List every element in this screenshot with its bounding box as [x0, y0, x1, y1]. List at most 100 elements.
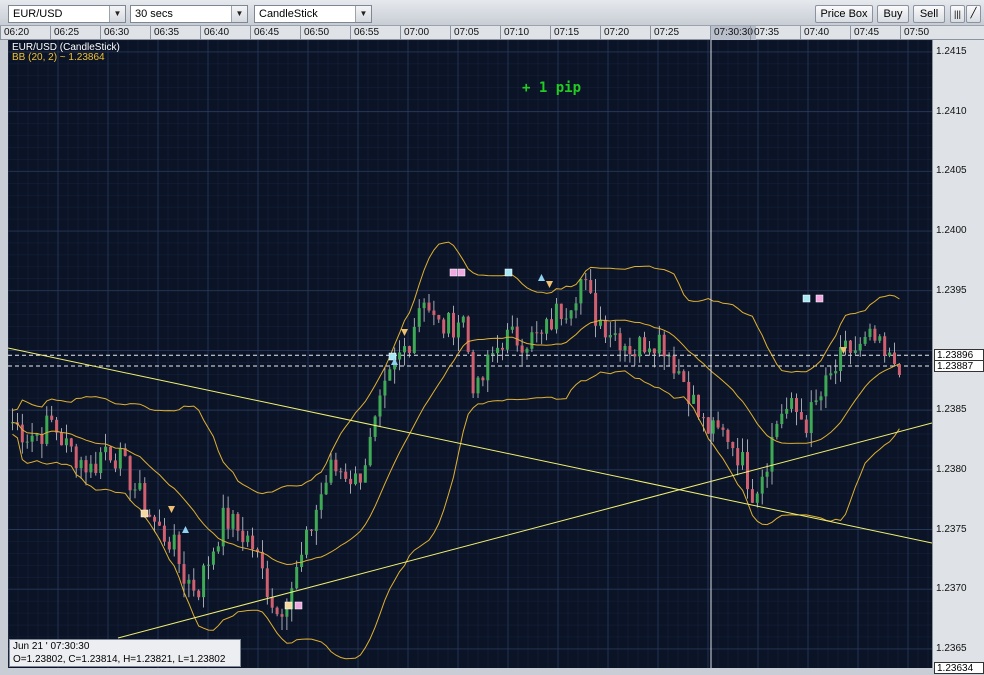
time-tick-label: 06:30 [100, 26, 150, 40]
candle-down [726, 429, 730, 442]
candle-up [300, 554, 304, 567]
sell-button[interactable]: Sell [913, 5, 945, 23]
candle-down [750, 489, 754, 503]
price-tick-label: 1.2400 [936, 225, 967, 237]
candle-down [515, 326, 519, 346]
bid-price-tag: 1.23887 [934, 359, 984, 372]
candle-up [79, 460, 83, 469]
candle-up [545, 319, 549, 334]
candle-down [804, 419, 808, 433]
candle-down [501, 347, 504, 350]
price-axis: 1.2415 1.2410 1.2405 1.2400 1.2395 1.2385 1.23… [932, 40, 984, 674]
candle-down [706, 417, 710, 434]
candle-down [672, 355, 676, 374]
candle-up [221, 507, 225, 547]
candle-down [481, 377, 485, 381]
candle-up [853, 350, 857, 353]
candle-up [510, 326, 514, 330]
candle-up [496, 347, 500, 354]
candle-up [363, 465, 367, 483]
price-box-button[interactable]: Price Box [815, 5, 873, 23]
toolbar: EUR/USD ▼ 30 secs ▼ CandleStick ▼ Price … [0, 0, 984, 26]
candle-down [897, 364, 901, 376]
symbol-select[interactable]: EUR/USD ▼ [8, 5, 126, 23]
candle-down [344, 471, 348, 479]
candle-down [50, 415, 54, 420]
candle-up [760, 476, 764, 494]
candle-up [569, 310, 573, 319]
time-tick-label: 07:00 [400, 26, 450, 40]
candle-up [868, 328, 872, 337]
bollinger-middle-band [12, 319, 900, 566]
candle-up [486, 354, 490, 381]
candle-up [456, 322, 460, 338]
trade-marker [284, 601, 293, 610]
sell-arrow-marker [840, 347, 847, 354]
candle-up [138, 483, 142, 490]
candle-down [192, 579, 196, 591]
candle-down [251, 535, 255, 550]
candle-down [109, 446, 112, 461]
trade-marker [457, 268, 466, 277]
candle-down [466, 316, 470, 352]
candle-down [177, 534, 181, 565]
trade-marker [802, 294, 811, 303]
pencil-icon[interactable]: ╱ [966, 5, 981, 23]
candle-down [275, 607, 279, 615]
candle-down [559, 303, 563, 320]
time-tick-label: 06:20 [0, 26, 50, 40]
candle-down [633, 354, 637, 357]
candle-up [844, 340, 847, 348]
candle-up [839, 347, 843, 372]
time-tick-label: 07:05 [450, 26, 500, 40]
buy-arrow-marker [538, 274, 545, 281]
time-tick-label: 07:25 [650, 26, 700, 40]
candle-up [785, 408, 789, 414]
symbol-value: EUR/USD [13, 8, 63, 20]
price-tick-label: 1.2375 [936, 523, 967, 535]
time-tick-label: 07:10 [500, 26, 550, 40]
candle-down [618, 333, 622, 351]
pip-annotation: + 1 pip [522, 80, 582, 96]
candle-down [427, 302, 431, 311]
candle-up [99, 452, 103, 474]
candle-up [888, 352, 892, 356]
candle-up [564, 318, 568, 320]
candle-down [241, 530, 245, 543]
price-tick-label: 1.2380 [936, 463, 967, 475]
candle-up [657, 334, 661, 354]
price-tick-label: 1.2405 [936, 165, 967, 177]
chevron-down-icon[interactable]: ▼ [109, 6, 125, 22]
candle-down [628, 346, 632, 355]
candle-down [226, 507, 230, 529]
candle-down [746, 452, 749, 490]
chart-type-select[interactable]: CandleStick ▼ [254, 5, 372, 23]
candle-down [442, 319, 446, 334]
buy-button[interactable]: Buy [877, 5, 909, 23]
info-date: Jun 21 ' 07:30:30 [13, 641, 90, 652]
chart-plot-area[interactable] [8, 40, 932, 668]
trade-marker [449, 268, 458, 277]
candle-down [731, 441, 735, 449]
candle-up [878, 336, 882, 341]
chevron-down-icon[interactable]: ▼ [355, 6, 371, 22]
trend-line-up [117, 422, 932, 639]
candle-up [834, 371, 838, 374]
candle-down [20, 424, 24, 443]
buy-arrow-marker [182, 526, 189, 533]
bar-chart-icon[interactable]: ||| [950, 5, 965, 23]
sell-arrow-marker [401, 329, 408, 336]
candle-up [790, 397, 794, 409]
candle-down [594, 292, 598, 326]
price-tick-label: 1.2365 [936, 642, 967, 654]
candle-up [491, 353, 495, 355]
interval-select[interactable]: 30 secs ▼ [130, 5, 248, 23]
candlestick-chart [8, 40, 932, 668]
candle-up [447, 312, 451, 334]
candle-up [819, 396, 823, 401]
candle-down [123, 448, 127, 457]
candle-down [873, 328, 877, 341]
chevron-down-icon[interactable]: ▼ [231, 6, 247, 22]
candle-up [780, 413, 784, 425]
